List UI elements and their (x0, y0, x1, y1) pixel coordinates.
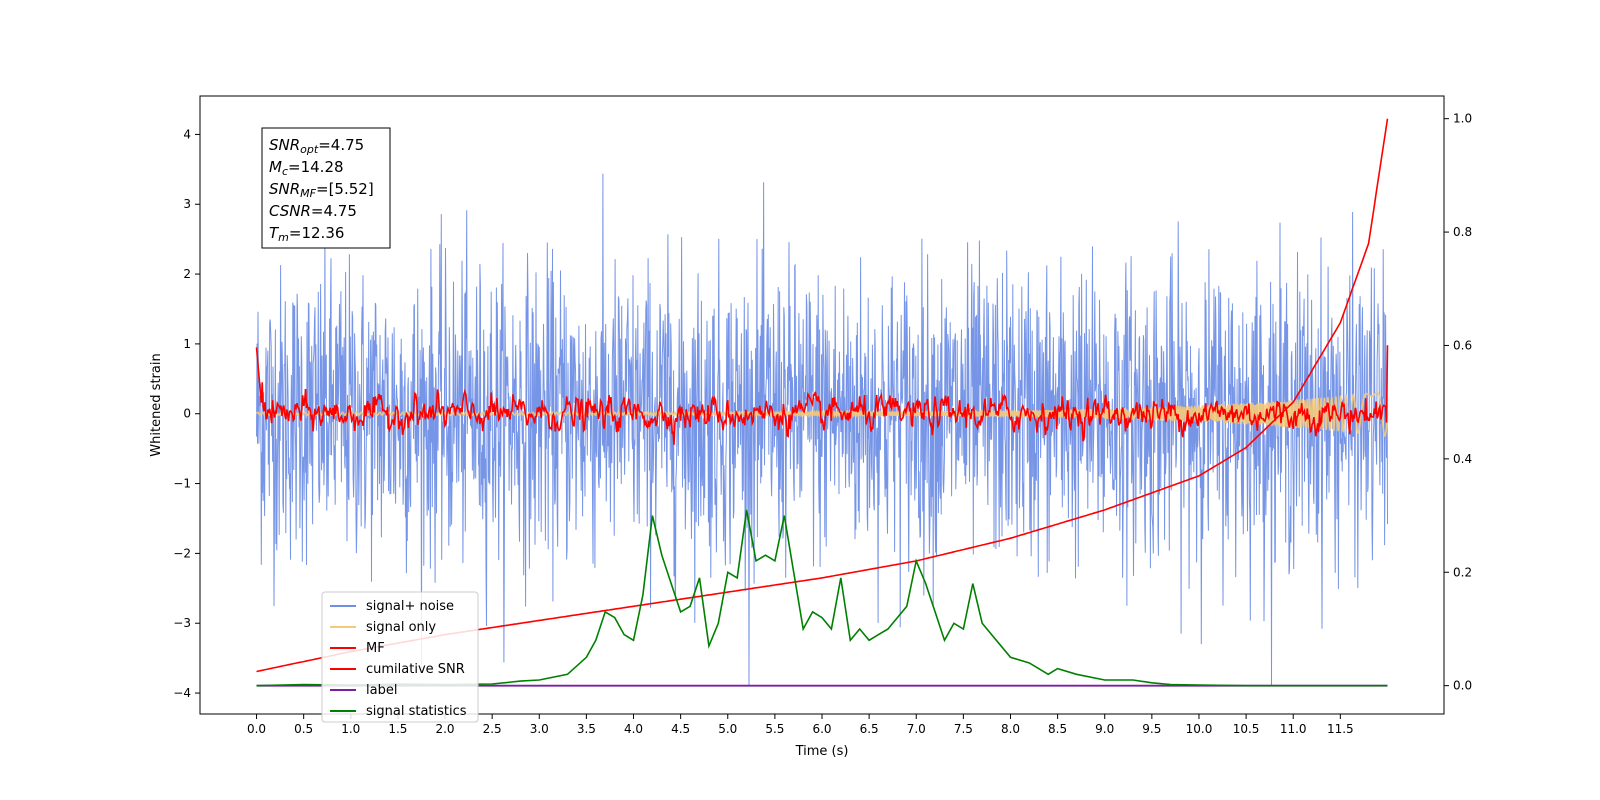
info-line: SNRMF=[5.52] (269, 180, 374, 200)
x-tick-label: 8.5 (1048, 722, 1067, 736)
x-tick-label: 10.5 (1233, 722, 1260, 736)
x-tick-label: 0.0 (247, 722, 266, 736)
y-left-tick-label: −3 (173, 616, 191, 630)
x-tick-label: 11.5 (1327, 722, 1354, 736)
legend-label: cumilative SNR (366, 662, 465, 677)
x-tick-label: 3.5 (577, 722, 596, 736)
x-tick-label: 2.0 (435, 722, 454, 736)
series-signal-noise-line (256, 173, 1388, 687)
legend-label: label (366, 683, 397, 698)
x-tick-label: 4.0 (624, 722, 643, 736)
series-signal-statistics-line (256, 509, 1388, 687)
y-left-tick-label: 1 (183, 337, 191, 351)
y-axis-right: 1.0 0.8 0.6 0.4 0.2 0.0 (1444, 112, 1472, 693)
y-right-tick-label: 1.0 (1453, 112, 1472, 126)
y-left-tick-label: −1 (173, 477, 191, 491)
x-tick-label: 0.5 (294, 722, 313, 736)
x-axis-label: Time (s) (795, 744, 849, 759)
legend: signal+ noise signal only MF cumilative SNR… (321, 591, 479, 723)
y-left-tick-label: 3 (183, 197, 191, 211)
legend-label: signal only (366, 620, 436, 635)
x-tick-label: 6.5 (860, 722, 879, 736)
y-axis-left: 4 3 2 1 0 −1 −2 −3 −4 (173, 127, 200, 700)
y-left-tick-label: −4 (173, 686, 191, 700)
y-right-tick-label: 0.2 (1453, 565, 1472, 579)
info-line: Mc=14.28 (269, 158, 344, 178)
x-tick-label: 9.0 (1095, 722, 1114, 736)
x-axis: 0.0 0.5 1.0 1.5 2.0 2.5 3.0 3.5 4.0 4.5 5.0 5.5 6.0 6… (247, 714, 1354, 736)
legend-label: signal+ noise (366, 599, 454, 614)
legend-label: MF (366, 641, 385, 656)
x-tick-label: 6.0 (812, 722, 831, 736)
y-left-tick-label: 4 (183, 127, 191, 141)
x-tick-label: 7.0 (907, 722, 926, 736)
x-tick-label: 7.5 (954, 722, 973, 736)
y-right-tick-label: 0.0 (1453, 679, 1472, 693)
x-tick-label: 3.0 (530, 722, 549, 736)
info-line: SNRopt=4.75 (269, 136, 364, 156)
info-line: Tm=12.36 (269, 224, 344, 244)
x-tick-label: 10.0 (1186, 722, 1213, 736)
y-left-tick-label: −2 (173, 546, 191, 560)
y-left-tick-label: 2 (183, 267, 191, 281)
x-tick-label: 1.0 (341, 722, 360, 736)
y-axis-left-label: Whitened strain (149, 353, 164, 456)
x-tick-label: 8.0 (1001, 722, 1020, 736)
x-tick-label: 4.5 (671, 722, 690, 736)
x-tick-label: 9.5 (1142, 722, 1161, 736)
x-tick-label: 5.5 (765, 722, 784, 736)
y-right-tick-label: 0.6 (1453, 338, 1472, 352)
series-mf-line (255, 345, 1389, 445)
info-line: CSNR=4.75 (269, 202, 357, 220)
y-left-tick-label: 0 (183, 407, 191, 421)
x-tick-label: 5.0 (718, 722, 737, 736)
legend-label: signal statistics (366, 704, 467, 719)
x-tick-label: 1.5 (388, 722, 407, 736)
y-right-tick-label: 0.4 (1453, 452, 1472, 466)
series-signal-only-line (255, 391, 1389, 437)
x-tick-label: 2.5 (483, 722, 502, 736)
x-tick-label: 11.0 (1280, 722, 1307, 736)
y-right-tick-label: 0.8 (1453, 225, 1472, 239)
